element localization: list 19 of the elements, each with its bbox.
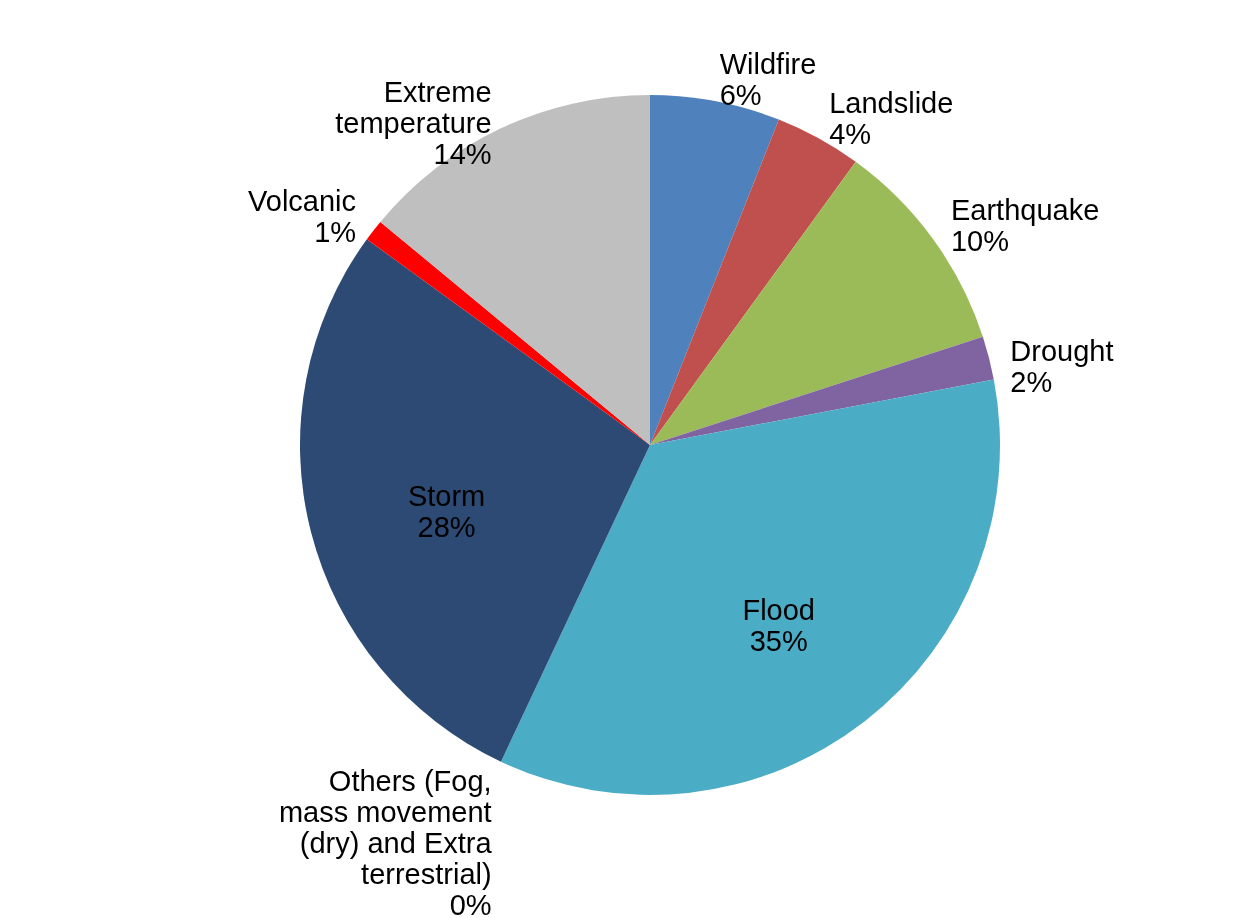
slice-label: Volcanic xyxy=(248,185,357,217)
slice-label: Wildfire xyxy=(719,47,817,80)
data-label: 2% xyxy=(1010,366,1053,399)
slice-label: Storm xyxy=(407,480,486,513)
category-label: Others (Fog, mass movement (dry) and Extra terrestrial) xyxy=(278,764,492,890)
data-label: 4% xyxy=(829,118,872,151)
slice-label: Earthquake xyxy=(950,194,1100,227)
data-label: 35% xyxy=(749,624,808,657)
data-label: 14% xyxy=(433,138,492,171)
slice-label: Drought xyxy=(1010,335,1114,368)
slice-label: Landslide xyxy=(829,87,954,120)
data-label: 28% xyxy=(417,511,476,544)
slice-label: Flood xyxy=(742,593,815,626)
slice-label: Extreme temperature xyxy=(335,76,492,140)
pie-slice xyxy=(500,379,1000,795)
data-label: 10% xyxy=(950,225,1009,258)
data-label: 6% xyxy=(719,78,762,111)
data-label: 1% xyxy=(314,216,357,248)
pie-slice xyxy=(650,336,994,445)
